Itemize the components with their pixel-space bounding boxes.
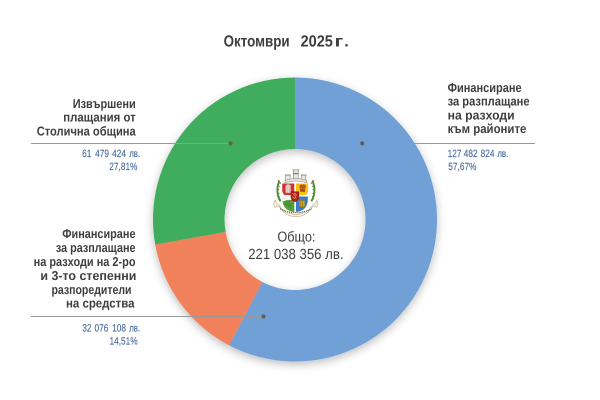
svg-text:лв.: лв. [497, 148, 508, 160]
svg-text:и 3-то степенни: и 3-то степенни [40, 268, 136, 283]
svg-text:482: 482 [464, 148, 478, 160]
svg-text:г: г [335, 33, 344, 51]
svg-text:14,51%: 14,51% [110, 336, 138, 348]
svg-text:на разходи: на разходи [448, 107, 515, 122]
svg-text:127: 127 [448, 148, 462, 160]
svg-text:61: 61 [82, 148, 91, 160]
svg-text:Общо:: Общо: [277, 229, 315, 245]
svg-text:2025: 2025 [301, 33, 333, 51]
svg-text:Финансиране: Финансиране [448, 80, 522, 95]
svg-text:479: 479 [95, 148, 109, 160]
svg-text:лв.: лв. [129, 148, 140, 160]
svg-text:Финансиране: Финансиране [62, 226, 135, 241]
svg-text:424: 424 [112, 148, 126, 160]
svg-text:32: 32 [82, 322, 91, 334]
svg-text:за разплащане: за разплащане [448, 94, 530, 109]
svg-text:разпоредители: разпоредители [51, 282, 131, 297]
svg-text:57,67%: 57,67% [448, 161, 476, 173]
svg-text:на разходи на 2-ро: на разходи на 2-ро [34, 254, 136, 269]
svg-text:на средства: на средства [66, 296, 135, 311]
svg-text:Извършени: Извършени [73, 96, 136, 111]
svg-text:824: 824 [481, 148, 495, 160]
svg-text:221 038 356 лв.: 221 038 356 лв. [248, 247, 343, 263]
svg-text:за разплащане: за разплащане [56, 240, 136, 255]
svg-text:076: 076 [95, 322, 109, 334]
svg-text:Октомври: Октомври [224, 33, 290, 51]
svg-text:към районите: към районите [448, 121, 527, 136]
svg-text:108: 108 [112, 322, 126, 334]
svg-text:плащания от: плащания от [63, 110, 135, 125]
svg-text:27,81%: 27,81% [109, 161, 137, 173]
svg-text:Столична община: Столична община [37, 123, 137, 138]
svg-text:лв.: лв. [129, 322, 140, 334]
svg-text:.: . [344, 33, 348, 51]
